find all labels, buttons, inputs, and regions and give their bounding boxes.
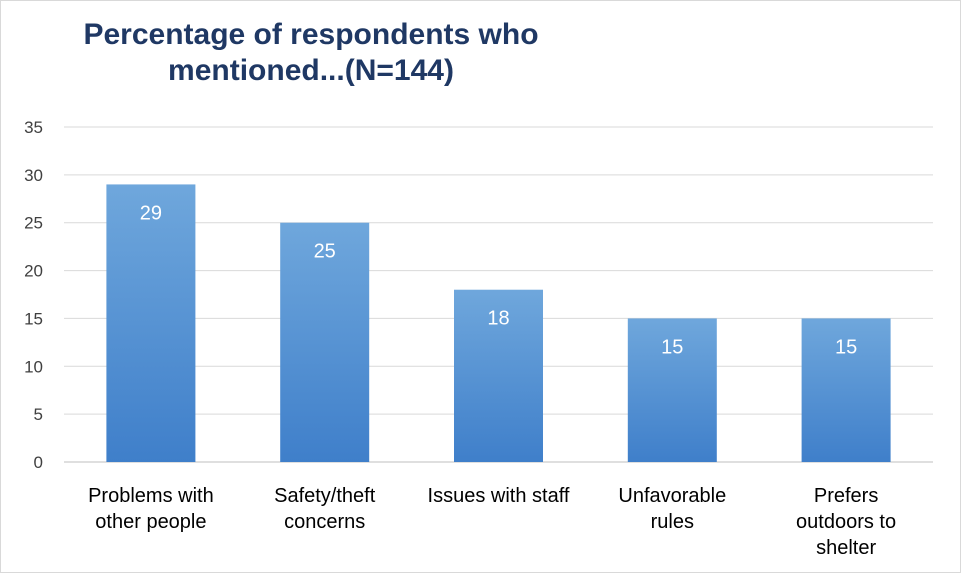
bar	[627, 318, 717, 462]
data-label: 25	[314, 241, 336, 263]
x-category-label: Problems with other people	[88, 485, 214, 533]
x-category-label: Issues with staff	[428, 485, 570, 507]
x-category-label: Prefers outdoors to shelter	[796, 485, 896, 559]
x-category-label-line: rules	[651, 511, 694, 533]
bar	[106, 184, 196, 462]
bars	[106, 184, 891, 462]
y-tick-label: 5	[34, 405, 43, 424]
x-category-label-line: Issues with staff	[428, 485, 570, 507]
x-category-label-line: shelter	[816, 537, 876, 559]
y-tick-label: 25	[24, 214, 43, 233]
chart-title: Percentage of respondents who mentioned.…	[41, 17, 581, 89]
bar	[801, 318, 891, 462]
y-tick-label: 35	[24, 118, 43, 137]
data-label: 15	[661, 336, 683, 358]
y-tick-label: 15	[24, 309, 43, 328]
chart-title-line-1: Percentage of respondents who	[83, 18, 539, 51]
x-category-label-line: concerns	[284, 511, 365, 533]
y-tick-label: 20	[24, 262, 43, 281]
data-label: 18	[487, 308, 509, 330]
x-category-label-line: Unfavorable	[618, 485, 726, 507]
x-category-label-line: Prefers	[814, 485, 878, 507]
bar	[280, 222, 370, 462]
data-label: 29	[140, 202, 162, 224]
x-category-label-line: Problems with	[88, 485, 214, 507]
data-labels: 29 25 18 15 15	[140, 202, 857, 358]
x-category-label-line: other people	[95, 511, 206, 533]
x-category-label: Unfavorable rules	[618, 485, 726, 533]
y-tick-label: 10	[24, 357, 43, 376]
bar	[454, 289, 543, 462]
x-category-label-line: Safety/theft	[274, 485, 376, 507]
y-tick-label: 30	[24, 166, 43, 185]
y-axis-ticks: 0 5 10 15 20 25 30 35	[24, 118, 43, 472]
y-tick-label: 0	[34, 453, 43, 472]
data-label: 15	[835, 336, 857, 358]
x-category-label-line: outdoors to	[796, 511, 896, 533]
x-category-label: Safety/theft concerns	[274, 485, 376, 533]
chart-title-line-2: mentioned...(N=144)	[168, 54, 454, 87]
x-axis-categories: Problems with other people Safety/theft con…	[88, 485, 896, 559]
